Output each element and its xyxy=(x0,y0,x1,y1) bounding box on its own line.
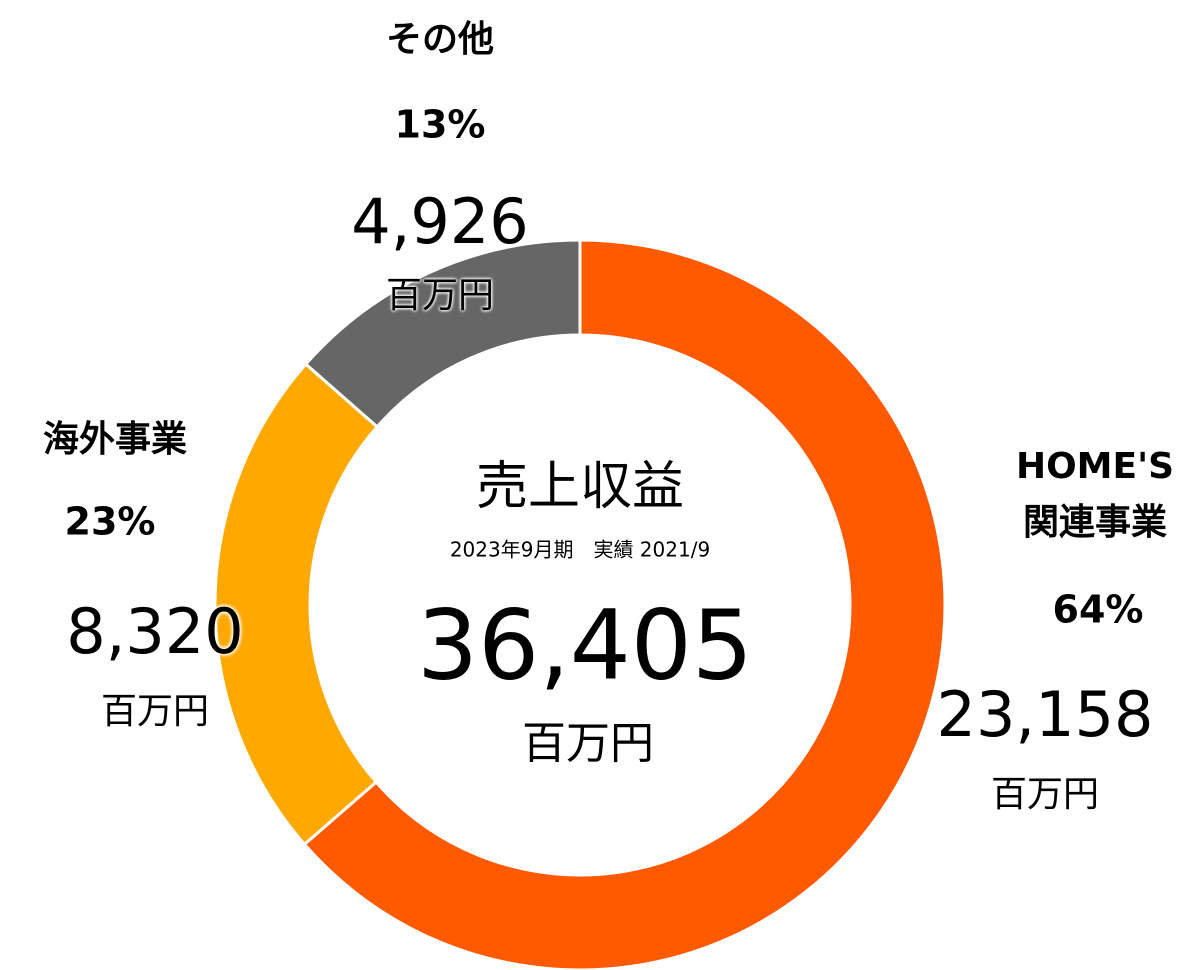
chart-subtitle: 2023年9月期 実績 2021/9 xyxy=(450,538,710,562)
total-value: 36,405 xyxy=(417,589,753,701)
category-label: HOME'S 関連事業 xyxy=(1015,446,1175,543)
value-label: 4,926 xyxy=(351,185,529,258)
category-label: その他 xyxy=(385,19,494,61)
donut-slice xyxy=(213,362,380,847)
percent-label: 64% xyxy=(1052,587,1144,632)
category-label: 海外事業 xyxy=(42,419,187,461)
total-unit: 百万円 xyxy=(522,718,654,769)
value-label: 8,320 xyxy=(66,595,244,668)
donut-slice xyxy=(302,238,947,970)
value-label: 23,158 xyxy=(936,678,1154,751)
unit-label: 百万円 xyxy=(385,275,495,316)
unit-label: 百万円 xyxy=(100,691,210,732)
chart-title: 売上収益 xyxy=(476,457,684,517)
percent-label: 23% xyxy=(64,499,156,544)
percent-label: 13% xyxy=(394,102,486,147)
unit-label: 百万円 xyxy=(990,774,1100,815)
